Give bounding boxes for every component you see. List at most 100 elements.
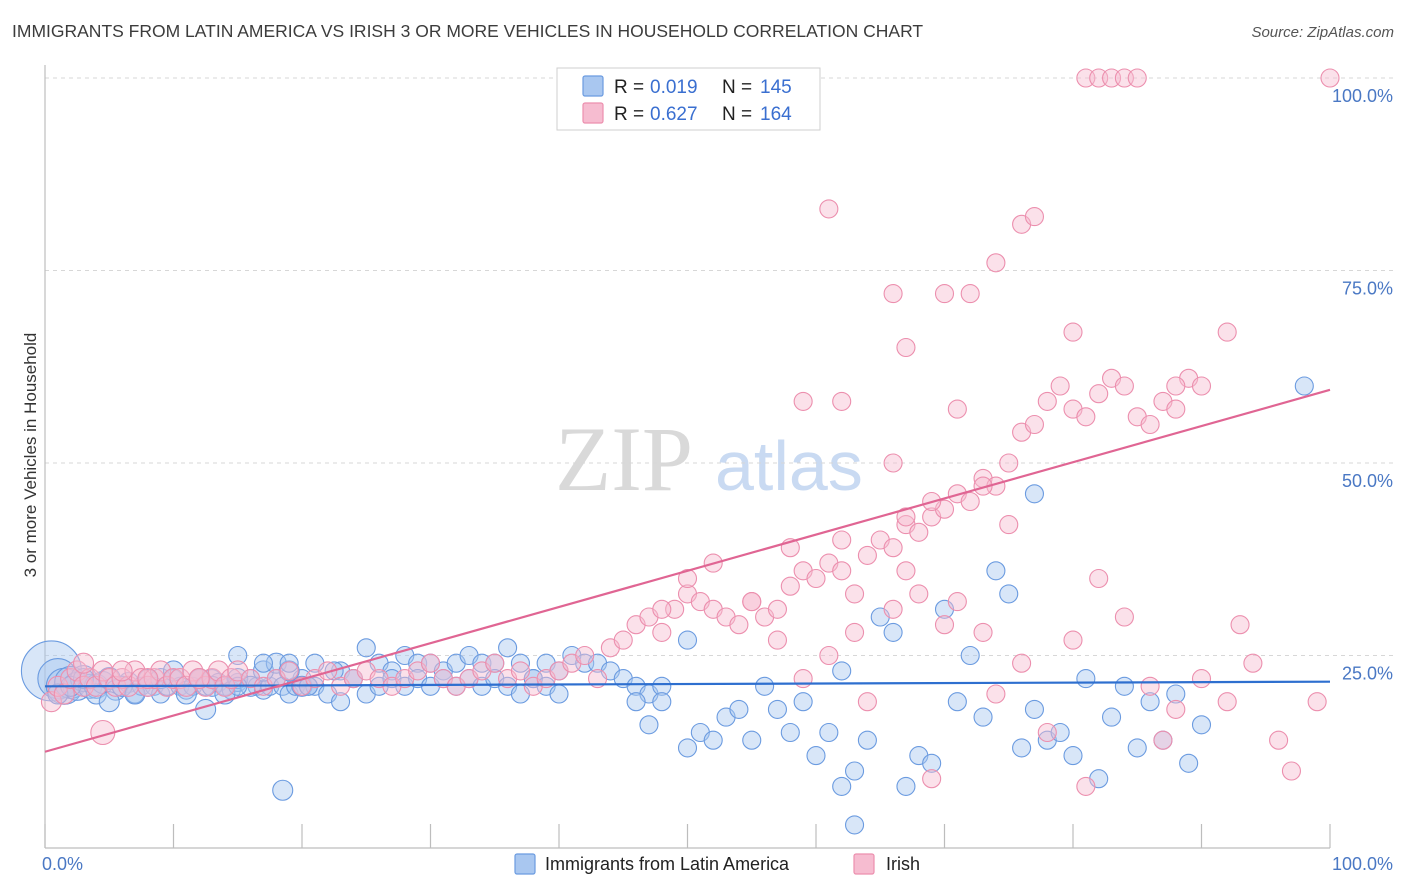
point-irish-51 (111, 660, 133, 682)
point-irish-166 (922, 769, 942, 789)
point-latin-america-92 (330, 692, 351, 712)
point-latin-america-135 (896, 776, 916, 796)
legend-r-value-2: 0.627 (650, 104, 698, 125)
point-latin-america-131 (844, 761, 865, 781)
y-tick-labels: 25.0% 50.0% 75.0% 100.0% (1332, 86, 1393, 684)
point-irish-49 (485, 653, 505, 673)
point-latin-america-160 (1024, 484, 1044, 504)
bottom-legend-swatch-pink (853, 853, 875, 875)
y-tick-label-0: 25.0% (1342, 664, 1393, 684)
point-irish-165 (1307, 692, 1327, 712)
point-irish-97 (1037, 391, 1057, 411)
trend-line-latin-america (44, 680, 1331, 688)
point-latin-america-124 (755, 676, 775, 696)
point-irish-36 (318, 661, 338, 681)
point-irish-56 (510, 661, 531, 681)
point-latin-america-139 (947, 692, 967, 712)
legend-n-label-1: N = (722, 77, 752, 98)
point-irish-73 (729, 615, 749, 635)
point-latin-america-151 (1102, 707, 1122, 727)
point-latin-america-143 (999, 584, 1019, 604)
point-irish-130 (883, 453, 903, 473)
point-irish-83 (857, 545, 877, 565)
point-irish-124 (1063, 322, 1083, 342)
legend-swatch-pink (582, 102, 604, 124)
trend-lines (44, 388, 1331, 753)
point-irish-100 (1076, 407, 1096, 427)
point-irish-105 (1140, 414, 1160, 435)
watermark-atlas: atlas (715, 427, 863, 505)
point-irish-94 (999, 453, 1019, 473)
point-latin-america-132 (857, 730, 877, 750)
point-irish-103 (1114, 376, 1134, 396)
point-irish-143 (793, 669, 813, 689)
point-irish-53 (188, 668, 210, 690)
y-tick-label-2: 75.0% (1342, 279, 1393, 299)
point-latin-america-144 (1012, 738, 1032, 758)
point-irish-135 (832, 530, 852, 550)
point-irish-123 (896, 337, 916, 358)
point-irish-167 (1076, 776, 1096, 796)
point-latin-america-152 (1114, 676, 1134, 696)
point-irish-158 (1140, 676, 1160, 696)
point-latin-america-134 (883, 622, 903, 642)
point-irish-140 (677, 568, 698, 589)
point-irish-147 (883, 599, 903, 619)
point-latin-america-60 (228, 645, 248, 666)
point-irish-44 (420, 653, 441, 673)
point-latin-america-89 (652, 676, 672, 696)
point-irish-29 (227, 660, 249, 682)
point-irish-81 (832, 561, 852, 581)
point-latin-america-157 (1179, 753, 1199, 773)
point-latin-america-129 (819, 722, 839, 743)
point-irish-144 (819, 645, 839, 666)
point-irish-121 (934, 284, 955, 304)
point-latin-america-120 (703, 730, 723, 750)
point-irish-156 (1089, 568, 1109, 589)
bottom-legend-label-pink: Irish (886, 854, 920, 874)
point-irish-114 (1127, 68, 1147, 88)
x-tick-label-min: 0.0% (42, 854, 83, 874)
point-irish-127 (832, 391, 852, 411)
point-irish-129 (947, 399, 967, 419)
point-irish-133 (896, 507, 916, 527)
point-latin-america-156 (1166, 684, 1186, 704)
point-irish-120 (960, 284, 980, 304)
point-latin-america-142 (986, 561, 1006, 581)
stats-legend: R = 0.019 N = 145 R = 0.627 N = 164 (556, 67, 821, 131)
point-irish-118 (1024, 207, 1044, 227)
point-irish-164 (1281, 761, 1301, 781)
point-irish-101 (1089, 384, 1109, 404)
point-irish-116 (819, 199, 839, 219)
x-tick-label-max: 100.0% (1332, 854, 1393, 874)
point-irish-160 (1191, 669, 1212, 689)
point-latin-america-141 (973, 707, 993, 727)
point-irish-153 (1012, 653, 1032, 673)
point-latin-america-118 (677, 738, 698, 758)
point-latin-america-56 (252, 660, 275, 682)
point-latin-america-162 (677, 630, 698, 650)
point-latin-america-140 (960, 645, 980, 666)
point-irish-157 (1114, 607, 1134, 627)
legend-n-value-2: 164 (760, 104, 792, 125)
point-irish-87 (909, 522, 929, 542)
legend-n-value-1: 145 (760, 77, 792, 98)
point-irish-154 (1037, 722, 1057, 743)
point-irish-67 (652, 622, 672, 642)
point-irish-139 (652, 599, 672, 619)
point-irish-142 (767, 630, 788, 650)
series-legend: Immigrants from Latin America Irish (514, 853, 920, 875)
point-irish-19 (162, 668, 185, 690)
legend-r-value-1: 0.019 (650, 77, 698, 98)
y-tick-label-3: 100.0% (1332, 86, 1393, 106)
point-irish-149 (934, 615, 955, 635)
watermark-zip: ZIP (555, 408, 693, 510)
point-irish-163 (1269, 730, 1289, 750)
legend-n-label-2: N = (722, 104, 752, 125)
point-irish-146 (857, 692, 877, 712)
point-latin-america-126 (780, 722, 800, 743)
series-irish-points (40, 68, 1340, 796)
point-irish-107 (1166, 399, 1186, 419)
point-latin-america-149 (1076, 669, 1096, 689)
point-latin-america-77 (498, 638, 518, 658)
